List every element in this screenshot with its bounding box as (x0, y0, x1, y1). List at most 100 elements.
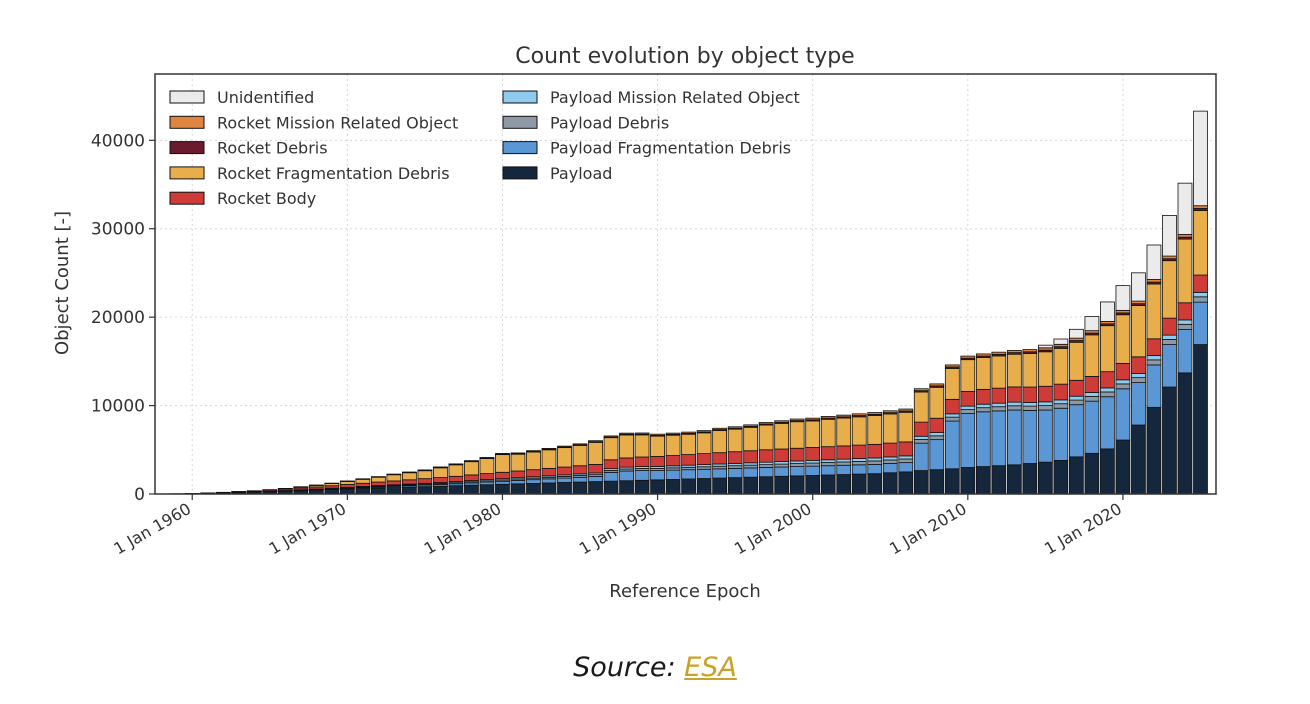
x-tick-label: 1 Jan 1980 (421, 499, 505, 558)
bar-segment (665, 455, 681, 467)
bar-segment (1193, 344, 1208, 495)
bar-segment (634, 470, 650, 481)
bar-segment (913, 470, 929, 495)
bar-segment (1177, 329, 1193, 374)
bar-segment (991, 387, 1007, 404)
bar-segment (464, 484, 479, 495)
bar-segment (975, 388, 991, 405)
bar-segment (464, 460, 479, 462)
bar-segment (1069, 395, 1084, 401)
bar-segment (402, 479, 417, 485)
bar-segment (805, 462, 821, 467)
bar-segment (1193, 210, 1208, 276)
bar-segment (774, 422, 790, 450)
bar-segment (851, 458, 867, 462)
legend-swatch (169, 141, 205, 155)
bar-segment (386, 480, 402, 486)
y-tick-label: 20000 (91, 308, 145, 328)
y-tick-label: 40000 (91, 131, 145, 151)
bar-segment (1006, 350, 1022, 354)
bar-segment (944, 420, 960, 470)
bar-segment (448, 464, 464, 477)
bar-segment (975, 403, 991, 409)
legend-label: Rocket Fragmentation Debris (217, 164, 450, 183)
bar-segment (929, 417, 945, 433)
bar-segment (541, 482, 557, 495)
bar-segment (464, 461, 479, 476)
bar-segment (510, 452, 526, 455)
plot-frame (154, 73, 1217, 495)
bar-segment (944, 468, 960, 495)
legend-item: Rocket Fragmentation Debris (169, 164, 450, 183)
bar-segment (1131, 373, 1146, 379)
bar-segment (836, 417, 852, 447)
bar-segment (572, 465, 588, 475)
source-link[interactable]: ESA (684, 652, 737, 683)
bar-segment (433, 485, 448, 495)
bar-segment (1131, 377, 1146, 383)
legend-swatch (169, 166, 205, 180)
bar-segment (774, 463, 790, 468)
bar-segment (1037, 409, 1053, 463)
legend-item: Unidentified (169, 88, 314, 107)
bar-segment (1162, 255, 1177, 260)
bar-segment (944, 416, 960, 422)
bar-segment (975, 411, 991, 467)
bar-segment (820, 474, 836, 495)
bar-segment (774, 448, 790, 462)
x-axis-label: Reference Epoch (609, 581, 760, 602)
bar-segment (1022, 386, 1038, 403)
bar-segment (929, 435, 945, 441)
bar-segment (402, 472, 417, 481)
bar-segment (572, 481, 588, 495)
bar-segment (665, 469, 681, 480)
bar-segment (603, 471, 619, 482)
bar-segment (1177, 323, 1193, 330)
bar-segment (417, 469, 433, 471)
bar-segment (913, 391, 929, 423)
bar-segment (820, 418, 836, 448)
bar-segment (1084, 400, 1100, 454)
bar-segment (1006, 464, 1022, 495)
bar-segment (1131, 424, 1146, 495)
bar-segment (665, 432, 681, 435)
bar-segment (1037, 344, 1053, 349)
bar-segment (867, 473, 883, 495)
bar-segment (991, 406, 1007, 412)
bar-segment (557, 477, 572, 483)
bar-segment (1069, 399, 1084, 406)
bar-segment (960, 355, 976, 359)
legend-item: Rocket Body (169, 189, 316, 208)
bar-segment (975, 407, 991, 413)
bar-segment (836, 445, 852, 460)
source-caption: Source: ESA (0, 652, 1310, 683)
legend-label: Payload Mission Related Object (550, 88, 800, 107)
bar-segment (1193, 205, 1208, 209)
bar-segment (836, 414, 852, 418)
legend-item: Rocket Mission Related Object (169, 113, 458, 132)
bar-segment (402, 486, 417, 495)
bar-segment (712, 430, 728, 454)
bar-segment (1146, 283, 1162, 340)
bar-segment (464, 474, 479, 481)
bar-segment (495, 480, 510, 485)
bar-segment (712, 477, 728, 495)
bar-segment (1053, 399, 1069, 405)
bar-segment (898, 458, 914, 464)
bar-segment (960, 391, 976, 407)
bar-segment (882, 459, 898, 464)
bar-segment (479, 458, 495, 475)
bar-segment (1100, 301, 1115, 322)
bar-segment (836, 461, 852, 466)
bar-segment (743, 467, 759, 478)
bar-segment (1037, 401, 1053, 406)
bar-segment (619, 432, 634, 435)
bar-segment (882, 472, 898, 495)
bar-segment (1100, 448, 1115, 495)
bar-segment (1177, 319, 1193, 325)
bar-segment (913, 388, 929, 392)
legend-swatch (502, 90, 538, 104)
bar-segment (603, 435, 619, 438)
bar-segment (929, 439, 945, 471)
bar-segment (789, 475, 805, 495)
